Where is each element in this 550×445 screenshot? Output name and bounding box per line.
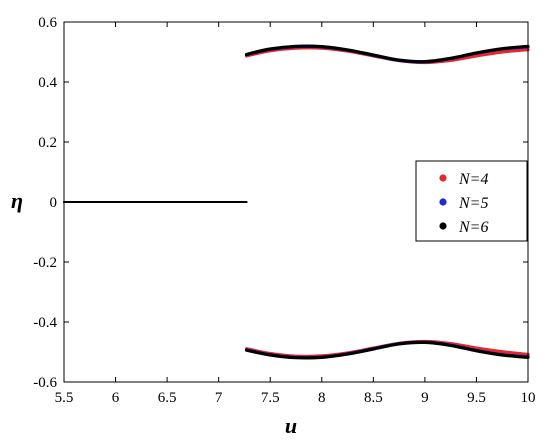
y-tick-label: 0.2 <box>38 135 57 151</box>
series-N=4-lower-branch <box>244 339 530 359</box>
x-tick-label: 5.5 <box>55 390 74 406</box>
x-tick-label: 6 <box>112 390 120 406</box>
legend-box <box>415 160 528 242</box>
x-tick-label: 9.5 <box>467 390 486 406</box>
legend-label: N=5 <box>458 195 488 212</box>
x-axis-label: u <box>285 413 297 438</box>
x-tick-label: 9 <box>421 390 429 406</box>
y-tick-label: 0 <box>50 195 58 211</box>
y-axis-label: η <box>11 188 23 213</box>
legend: N=4 N=5 N=6 <box>415 160 528 242</box>
y-tick-label: 0.6 <box>38 15 57 31</box>
x-tick-label: 7 <box>215 390 223 406</box>
legend-marker <box>439 174 447 182</box>
legend-label: N=6 <box>458 219 488 236</box>
x-tick-label: 10 <box>521 390 536 406</box>
x-tick-label: 6.5 <box>158 390 177 406</box>
series-layer <box>63 44 530 360</box>
y-tick-label: -0.4 <box>33 315 57 331</box>
series-N=6-lower-branch <box>244 340 530 360</box>
legend-marker <box>439 198 447 206</box>
x-tick-label: 8 <box>318 390 326 406</box>
x-tick-label: 8.5 <box>364 390 383 406</box>
series-N=6-upper-branch <box>244 44 530 64</box>
ticks-layer: 5.5 6 6.5 7 7.5 8 8.5 9 9.5 10 -0.6 -0.4 -0.2 0 0.2 0.4… <box>33 15 535 406</box>
legend-label: N=4 <box>458 171 488 188</box>
x-tick-label: 7.5 <box>261 390 280 406</box>
y-tick-label: -0.2 <box>33 255 57 271</box>
y-tick-label: -0.6 <box>33 375 57 391</box>
y-tick-label: 0.4 <box>38 75 57 91</box>
legend-marker <box>439 222 447 230</box>
series-N=6 <box>63 44 530 360</box>
